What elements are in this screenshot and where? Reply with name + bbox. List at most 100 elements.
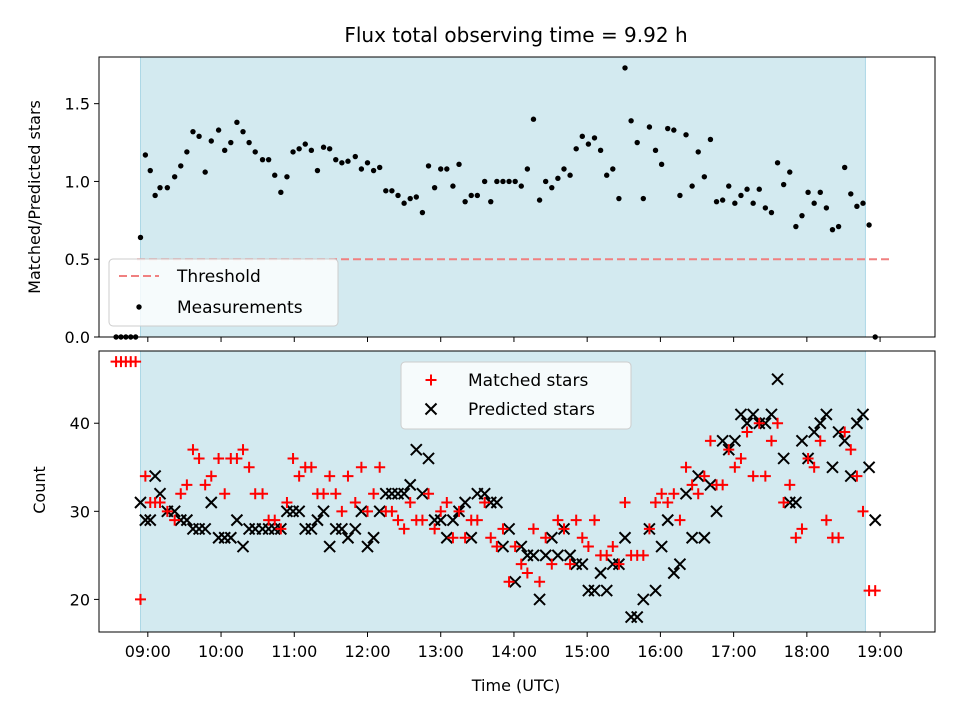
matched-star-point — [839, 426, 851, 438]
matched-star-point — [398, 523, 410, 535]
measurement-point — [389, 188, 395, 194]
measurement-point — [726, 183, 732, 189]
predicted-star-point — [746, 408, 760, 421]
measurement-point — [308, 147, 315, 154]
predicted-star-point — [649, 584, 662, 597]
predicted-star-point — [832, 425, 845, 439]
measurement-point — [524, 166, 531, 172]
predicted-star-point — [685, 531, 699, 544]
measurement-point — [597, 147, 604, 154]
measurement-point — [377, 164, 383, 171]
measurement-point — [395, 192, 401, 199]
predicted-star-point — [838, 434, 851, 448]
matched-star-point — [509, 541, 521, 553]
measurement-point — [383, 188, 389, 194]
measurement-point — [364, 160, 371, 166]
measurement-point — [713, 198, 720, 205]
measurement-point — [284, 174, 290, 180]
measurement-point — [456, 161, 462, 168]
matched-star-point — [613, 558, 625, 570]
predicted-star-point — [740, 417, 754, 430]
matched-star-point — [130, 356, 142, 368]
matched-star-point — [497, 523, 509, 535]
matched-star-point — [324, 470, 336, 482]
measurement-point — [811, 200, 817, 206]
predicted-star-point — [734, 408, 748, 421]
predicted-star-point — [373, 505, 386, 518]
x-axis-label: Time (UTC) — [471, 676, 560, 695]
matched-star-point — [680, 461, 692, 473]
matched-star-point — [336, 505, 348, 517]
measurement-point — [683, 132, 689, 138]
matched-star-point — [193, 452, 205, 464]
matched-star-point — [243, 461, 255, 473]
predicted-star-point — [397, 487, 411, 500]
measurement-point — [805, 189, 811, 196]
matched-star-point — [199, 479, 211, 491]
measurement-point — [171, 174, 178, 180]
measurement-point — [738, 192, 744, 199]
measurement-point — [147, 167, 153, 174]
matched-star-point — [349, 497, 361, 509]
measurement-point — [658, 161, 665, 168]
predicted-star-point — [335, 522, 349, 536]
matched-star-point — [181, 479, 193, 491]
matched-star-point — [851, 470, 863, 482]
measurement-point — [296, 146, 302, 152]
legend-predicted-label: Predicted stars — [468, 400, 595, 420]
matched-star-point — [808, 461, 820, 473]
matched-star-point — [601, 549, 613, 561]
matched-star-point — [582, 541, 594, 553]
predicted-star-point — [539, 549, 552, 562]
bottom-axes-frame — [98, 350, 936, 633]
measurement-point — [370, 167, 377, 174]
matched-star-point — [205, 470, 217, 482]
predicted-star-point — [698, 531, 711, 544]
measurement-point — [494, 178, 500, 185]
predicted-star-point — [317, 505, 330, 518]
measurement-point — [677, 192, 683, 199]
matched-star-point — [765, 435, 777, 447]
measurement-point — [646, 124, 653, 130]
matched-star-point — [134, 593, 146, 605]
matched-star-point — [154, 497, 166, 509]
legend-measurements-label: Measurements — [177, 298, 303, 318]
predicted-star-point — [490, 496, 504, 509]
predicted-star-point — [704, 478, 717, 492]
predicted-star-point — [446, 513, 460, 527]
measurement-point — [190, 128, 196, 135]
matched-star-point — [747, 470, 759, 482]
bottom-x-tick-label: 11:00 — [271, 642, 317, 661]
measurement-point — [518, 183, 524, 189]
predicted-star-point — [341, 531, 355, 544]
measurement-point — [228, 139, 234, 146]
legend-matched-label: Matched stars — [468, 371, 588, 391]
matched-star-point — [361, 505, 373, 517]
measurement-point — [468, 192, 474, 199]
measurement-point — [567, 172, 573, 178]
measurement-point — [333, 156, 339, 163]
measurement-point — [184, 149, 190, 155]
measurement-point — [234, 119, 240, 126]
predicted-star-point — [594, 566, 607, 580]
measurement-point — [750, 200, 756, 206]
matched-star-point — [662, 497, 674, 509]
predicted-star-point — [661, 513, 674, 527]
measurement-point — [506, 178, 512, 185]
predicted-star-point — [224, 531, 238, 544]
predicted-star-point — [527, 549, 540, 562]
predicted-star-point — [600, 584, 613, 597]
measurement-point — [302, 141, 308, 147]
matched-star-point — [784, 479, 796, 491]
measurement-point — [640, 195, 647, 202]
legend-matched-swatch — [425, 374, 437, 386]
matched-star-point — [515, 558, 527, 570]
measurement-point — [215, 127, 222, 133]
matched-star-point — [435, 505, 447, 517]
predicted-star-point — [759, 417, 772, 430]
measurement-point — [413, 194, 420, 200]
predicted-star-point — [465, 531, 478, 544]
predicted-star-point — [551, 549, 565, 562]
top-y-axis-label: Matched/Predicted stars — [25, 100, 44, 294]
bottom-legend: Matched stars Predicted stars — [400, 361, 632, 430]
